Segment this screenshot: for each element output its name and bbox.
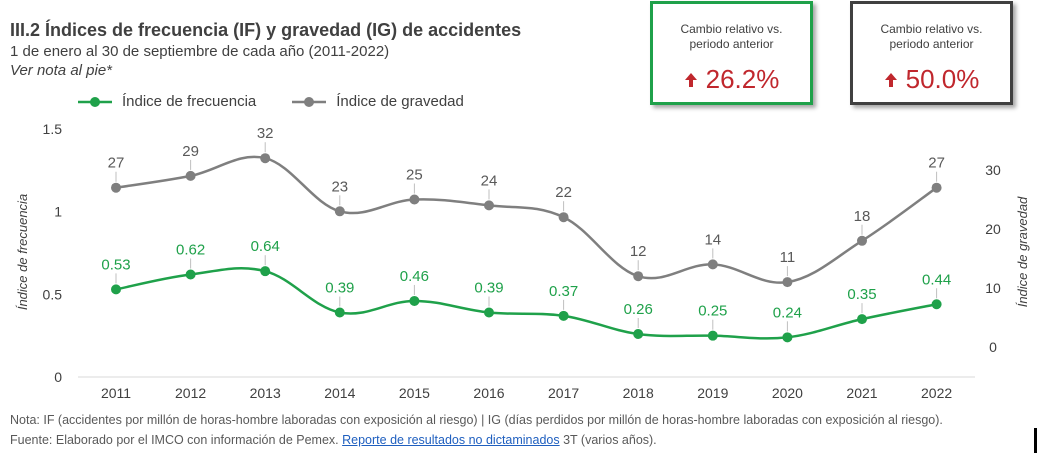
data-label-gravedad: 29 <box>182 143 199 160</box>
data-point-gravedad <box>857 235 867 246</box>
kpi-label: Cambio relativo vs. periodo anterior <box>880 22 983 51</box>
y-right-tick-label: 30 <box>985 162 1001 178</box>
data-point-frecuencia <box>857 314 867 325</box>
data-point-frecuencia <box>558 310 569 321</box>
data-point-frecuencia <box>484 307 494 318</box>
data-label-frecuencia: 0.39 <box>325 280 354 297</box>
y-left-axis-title: Índice de frecuencia <box>15 194 30 310</box>
source-report-link[interactable]: Reporte de resultados no dictaminados <box>342 433 560 447</box>
y-left-tick-label: 1 <box>54 204 62 220</box>
up-arrow-icon <box>884 72 897 87</box>
series-line-frecuencia <box>115 267 937 340</box>
data-label-frecuencia: 0.25 <box>698 303 727 320</box>
data-label-gravedad: 12 <box>630 243 647 260</box>
data-label-frecuencia: 0.37 <box>549 283 578 300</box>
x-tick-label: 2013 <box>250 385 281 401</box>
x-tick-label: 2011 <box>101 385 131 401</box>
y-right-tick-label: 20 <box>985 221 1001 237</box>
x-tick-label: 2012 <box>175 385 206 401</box>
data-point-gravedad <box>409 194 420 205</box>
legend-label-frecuencia: Índice de frecuencia <box>122 93 257 110</box>
data-label-gravedad: 22 <box>555 184 572 201</box>
data-label-gravedad: 25 <box>406 167 423 184</box>
series-line-gravedad <box>115 155 938 284</box>
page-subtitle: 1 de enero al 30 de septiembre de cada a… <box>10 43 390 60</box>
data-point-frecuencia <box>782 332 793 343</box>
kpi-value: 26.2% <box>705 64 780 94</box>
text-cursor <box>1034 428 1037 453</box>
kpi-card-gravedad: Cambio relativo vs. periodo anterior 50.… <box>850 1 1013 105</box>
data-label-frecuencia: 0.26 <box>624 301 653 318</box>
y-right-tick-label: 0 <box>989 339 997 355</box>
data-label-gravedad: 27 <box>928 155 945 172</box>
x-tick-label: 2017 <box>548 385 579 401</box>
kpi-value: 50.0% <box>905 64 980 94</box>
legend-item-frecuencia: Índice de frecuencia <box>78 93 256 110</box>
data-point-gravedad <box>334 206 345 217</box>
data-label-gravedad: 14 <box>704 231 721 248</box>
data-label-gravedad: 32 <box>257 125 274 142</box>
data-label-gravedad: 23 <box>331 178 348 195</box>
x-tick-label: 2020 <box>772 385 803 401</box>
data-label-frecuencia: 0.39 <box>474 280 503 297</box>
data-label-frecuencia: 0.24 <box>773 304 802 321</box>
legend-label-gravedad: Índice de gravedad <box>336 93 464 110</box>
y-left-tick-label: 0.5 <box>43 286 63 302</box>
green-line-marker-icon <box>78 96 112 107</box>
chart-legend: Índice de frecuencia Índice de gravedad <box>78 93 500 110</box>
data-label-frecuencia: 0.64 <box>251 238 280 255</box>
x-tick-label: 2019 <box>697 385 728 401</box>
data-point-frecuencia <box>334 307 345 318</box>
data-point-gravedad <box>558 212 569 223</box>
footer-source: Fuente: Elaborado por el IMCO con inform… <box>10 433 657 447</box>
data-point-frecuencia <box>409 295 420 306</box>
y-left-tick-label: 1.5 <box>43 121 63 137</box>
up-arrow-icon <box>684 72 697 87</box>
data-point-gravedad <box>260 153 271 164</box>
x-tick-label: 2021 <box>846 385 877 401</box>
page-title: III.2 Índices de frecuencia (IF) y grave… <box>10 20 522 40</box>
data-point-gravedad <box>633 271 644 282</box>
kpi-label: Cambio relativo vs. periodo anterior <box>680 22 783 51</box>
source-suffix: 3T (varios años). <box>559 433 657 447</box>
line-chart: 0 0.5 1 1.5 0 10 20 30 2011 2012 2013 2014 2015 2016 2… <box>15 121 1030 401</box>
source-prefix: Fuente: Elaborado por el IMCO con inform… <box>10 433 343 447</box>
data-point-gravedad <box>111 182 121 193</box>
data-point-gravedad <box>707 259 718 270</box>
y-left-tick-label: 0 <box>54 369 62 385</box>
data-label-frecuencia: 0.62 <box>176 241 205 258</box>
data-point-frecuencia <box>185 269 196 280</box>
data-label-gravedad: 24 <box>481 172 498 189</box>
data-point-frecuencia <box>931 299 942 310</box>
data-label-frecuencia: 0.46 <box>400 268 429 285</box>
data-label-gravedad: 27 <box>108 155 125 172</box>
x-tick-label: 2022 <box>921 385 952 401</box>
legend-item-gravedad: Índice de gravedad <box>292 93 464 110</box>
x-tick-label: 2016 <box>473 385 504 401</box>
x-tick-label: 2015 <box>399 385 430 401</box>
x-tick-label: 2014 <box>324 385 355 401</box>
data-point-gravedad <box>931 182 942 193</box>
grey-line-marker-icon <box>292 96 327 107</box>
footnote-reference: Ver nota al pie* <box>10 62 113 79</box>
data-point-frecuencia <box>260 266 271 277</box>
footer-note: Nota: IF (accidentes por millón de horas… <box>10 413 943 427</box>
data-label-frecuencia: 0.53 <box>101 256 130 273</box>
data-point-frecuencia <box>707 330 718 341</box>
data-label-frecuencia: 0.44 <box>922 271 951 288</box>
x-tick-label: 2018 <box>623 385 654 401</box>
data-label-gravedad: 18 <box>854 208 871 225</box>
data-point-frecuencia <box>111 284 121 295</box>
data-point-gravedad <box>782 277 793 288</box>
data-point-frecuencia <box>633 329 644 340</box>
y-right-axis-title: Índice de gravedad <box>1015 196 1030 307</box>
data-label-gravedad: 11 <box>780 249 796 266</box>
kpi-card-frecuencia: Cambio relativo vs. periodo anterior 26.… <box>650 1 813 105</box>
data-point-gravedad <box>185 170 196 181</box>
data-label-frecuencia: 0.35 <box>847 286 876 303</box>
y-right-tick-label: 10 <box>985 280 1001 296</box>
data-point-gravedad <box>484 200 494 211</box>
